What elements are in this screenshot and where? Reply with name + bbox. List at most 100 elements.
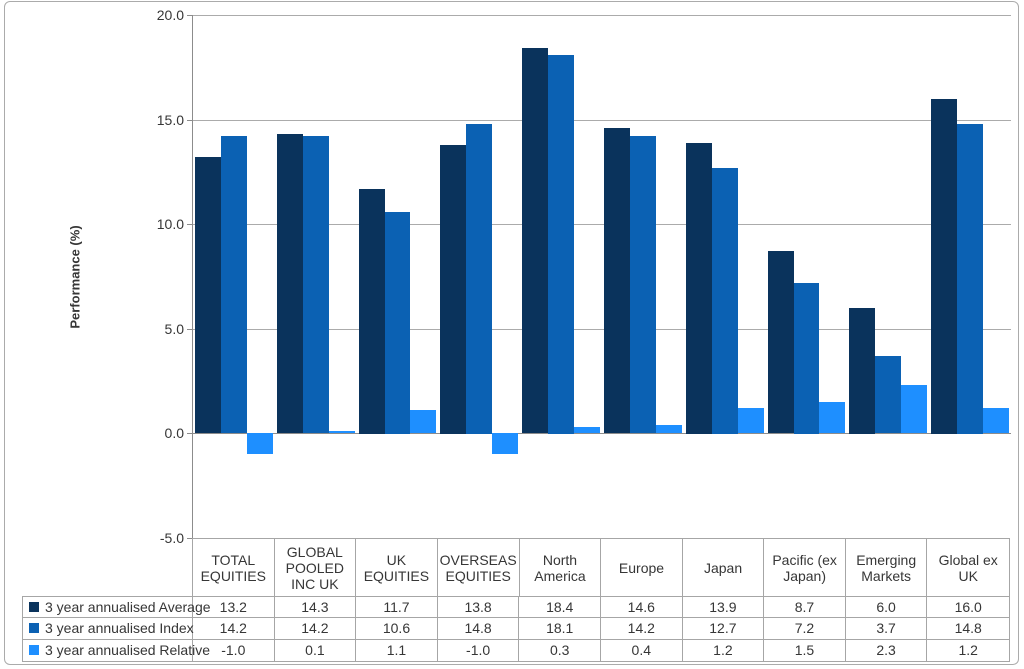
bar (466, 124, 492, 434)
y-tick-mark (187, 119, 192, 121)
bar (410, 410, 436, 433)
bar (359, 189, 385, 434)
bar (492, 433, 518, 454)
legend-swatch-icon (29, 623, 39, 634)
data-table-header-row: TOTAL EQUITIES GLOBAL POOLED INC UK UK EQU… (192, 538, 1010, 596)
value-cell: 7.2 (764, 618, 846, 640)
value-cell: 1.2 (683, 639, 765, 661)
value-cell: 1.2 (958, 642, 978, 659)
bar (849, 308, 875, 434)
y-tick-mark (187, 328, 192, 330)
legend-swatch-icon (29, 645, 39, 656)
value-cell: 16.0 (927, 597, 1009, 619)
y-tick-label: 15.0 (156, 111, 184, 128)
value-cell: 12.7 (682, 618, 765, 640)
y-tick-mark (187, 224, 192, 226)
bar (712, 168, 738, 434)
bar (630, 136, 656, 433)
gridline (193, 224, 1011, 226)
bar (522, 48, 548, 433)
value-cell: 14.2 (193, 618, 275, 640)
bar (983, 408, 1009, 433)
category-header-cell: Emerging Markets (846, 539, 928, 596)
category-header-cell: Japan (683, 539, 765, 596)
legend-series-name: 3 year annualised Index (45, 620, 194, 637)
gridline (193, 328, 1011, 330)
value-cell: 1.5 (764, 639, 846, 661)
data-table: 3 year annualised Average 13.2 14.3 11.7 13.… (22, 596, 1010, 662)
value-cell: 0.4 (601, 639, 683, 661)
value-cell: 14.8 (927, 618, 1009, 640)
y-tick-mark (187, 433, 192, 435)
plot-area (192, 15, 1011, 538)
value-cell: 13.9 (682, 597, 765, 619)
value-cell: 18.1 (519, 618, 601, 640)
value-cell: 13.8 (437, 597, 520, 619)
value-cell: 8.7 (764, 597, 846, 619)
category-header-cell: OVERSEAS EQUITIES (438, 539, 520, 596)
bar (686, 143, 712, 434)
bar (247, 433, 273, 454)
y-tick-label: -5.0 (159, 530, 184, 546)
gridline (193, 15, 1011, 16)
value-cell: -1.0 (193, 639, 275, 661)
y-tick-label: 20.0 (156, 7, 184, 23)
y-axis-title: Performance (%) (67, 225, 83, 329)
y-tick-mark (187, 15, 192, 16)
legend-series-name: 3 year annualised Average (45, 599, 211, 616)
value-cell: 0.1 (275, 639, 357, 661)
y-tick-label: 0.0 (164, 425, 184, 442)
bar (221, 136, 247, 433)
value-cell: 6.0 (845, 597, 928, 619)
y-tick-mark (187, 538, 192, 539)
bar (819, 402, 845, 433)
bar (794, 283, 819, 434)
value-cell: 11.7 (356, 597, 438, 619)
category-header-cell: Pacific (ex Japan) (764, 539, 846, 596)
bar (385, 212, 410, 434)
category-header-cell: UK EQUITIES (356, 539, 438, 596)
legend-row-label: 3 year annualised Index (23, 618, 194, 640)
value-cell: 0.3 (519, 639, 601, 661)
bar (195, 157, 221, 433)
bar (738, 408, 764, 433)
value-cell: 1.1 (356, 639, 438, 661)
zero-line (193, 433, 1011, 435)
bar (548, 55, 574, 434)
bar (574, 427, 600, 433)
value-cell: 14.2 (274, 618, 357, 640)
value-cell: 14.6 (600, 597, 683, 619)
category-header-cell: GLOBAL POOLED INC UK (275, 539, 357, 596)
value-cell: 18.4 (519, 597, 601, 619)
category-header-cell: North America (520, 539, 602, 596)
legend-row-label: 3 year annualised Relative (23, 639, 210, 661)
bar (957, 124, 983, 434)
value-cell: 14.2 (600, 618, 683, 640)
bar (277, 134, 303, 433)
bar (768, 251, 794, 433)
category-header-cell: TOTAL EQUITIES (193, 539, 275, 596)
bar (656, 425, 682, 433)
value-cell: -1.0 (438, 639, 520, 661)
value-cell: 14.3 (274, 597, 357, 619)
y-tick-label: 5.0 (164, 320, 184, 337)
value-cell: 10.6 (356, 618, 438, 640)
bar (901, 385, 927, 433)
bar (931, 99, 957, 434)
legend-row-label: 3 year annualised Average (23, 597, 211, 619)
bar (329, 431, 355, 433)
value-cell: 2.3 (846, 639, 928, 661)
legend-series-name: 3 year annualised Relative (45, 642, 210, 659)
value-cell: 13.2 (193, 597, 275, 619)
bar (303, 136, 329, 433)
value-cell: 3.7 (845, 618, 928, 640)
bar (604, 128, 630, 433)
value-cell: 14.8 (437, 618, 520, 640)
bar (440, 145, 466, 434)
bar (875, 356, 901, 433)
category-header-cell: Europe (601, 539, 683, 596)
category-header-cell: Global ex UK (938, 551, 998, 584)
y-tick-label: 10.0 (156, 216, 184, 233)
gridline (193, 119, 1011, 121)
